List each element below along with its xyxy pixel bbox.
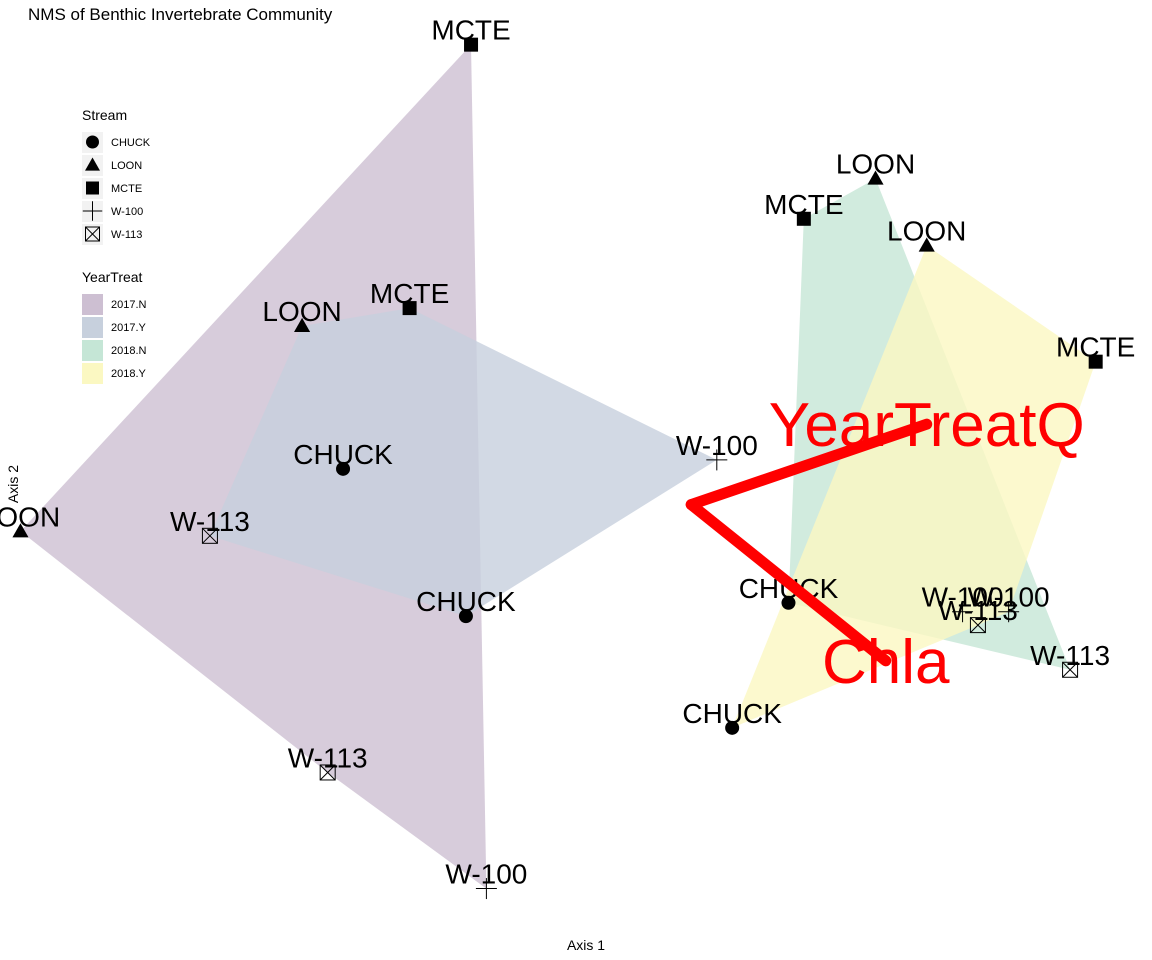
point-chuck-2018-n-12 bbox=[781, 595, 796, 610]
point-label-9: W-100 bbox=[676, 430, 758, 461]
point-label-16: MCTE bbox=[1056, 332, 1135, 363]
point-mcte-2018-y-16 bbox=[1088, 354, 1103, 369]
point-label-4: LOON bbox=[262, 296, 341, 327]
legend-label-mcte: MCTE bbox=[111, 183, 142, 195]
point-label-0: MCTE bbox=[431, 15, 510, 46]
x-axis-title: Axis 1 bbox=[567, 937, 605, 953]
legend-label-loon: LOON bbox=[111, 160, 142, 172]
hull-2017-y bbox=[209, 308, 717, 617]
point-chuck-2017-y-6 bbox=[336, 461, 351, 476]
point-w-100-2017-y-9 bbox=[706, 449, 728, 471]
legend-key-w-113 bbox=[85, 226, 100, 242]
point-label-15: LOON bbox=[887, 216, 966, 247]
point-label-10: LOON bbox=[836, 149, 915, 180]
point-label-19: W-113 bbox=[938, 595, 1018, 626]
legend-swatch-2018-n bbox=[82, 340, 103, 361]
legend-label-2017-n: 2017.N bbox=[111, 299, 147, 311]
point-mcte-2017-n-0 bbox=[464, 37, 479, 52]
legend-key-chuck bbox=[86, 135, 99, 149]
legend-key-w-100 bbox=[82, 201, 103, 221]
point-w-113-2017-y-7 bbox=[201, 527, 218, 544]
vector-label-chla: Chla bbox=[822, 628, 950, 697]
hull-layer bbox=[20, 44, 1096, 889]
point-label-7: W-113 bbox=[170, 506, 250, 537]
point-w-113-2018-y-19 bbox=[969, 617, 986, 634]
point-w-113-2017-n-2 bbox=[319, 764, 336, 781]
legend-label-chuck: CHUCK bbox=[111, 137, 151, 149]
point-mcte-2018-n-11 bbox=[796, 211, 811, 226]
point-w-100-2018-n-13 bbox=[952, 601, 974, 623]
point-layer: MCTELOONW-113W-100LOONMCTECHUCKW-113CHUC… bbox=[0, 15, 1135, 900]
point-label-2: W-113 bbox=[288, 742, 368, 773]
legend-swatch-2018-y bbox=[82, 363, 103, 384]
point-label-5: MCTE bbox=[370, 278, 449, 309]
legend: Stream CHUCK LOON MCTE W-100 W-113 YearTreat 20… bbox=[82, 107, 151, 384]
legend-swatch-2017-n bbox=[82, 294, 103, 315]
legend-label-2018-y: 2018.Y bbox=[111, 368, 147, 380]
point-loon-2017-y-4 bbox=[294, 317, 311, 332]
legend-label-2018-n: 2018.N bbox=[111, 345, 147, 357]
point-label-14: W-113 bbox=[1030, 640, 1110, 671]
point-chuck-2017-y-8 bbox=[458, 609, 473, 624]
legend-title-stream: Stream bbox=[82, 107, 127, 123]
point-label-17: CHUCK bbox=[682, 698, 782, 729]
point-label-11: MCTE bbox=[764, 189, 843, 220]
point-label-8: CHUCK bbox=[416, 586, 516, 617]
y-axis-title: Axis 2 bbox=[5, 465, 21, 503]
vector-chla bbox=[685, 499, 892, 667]
legend-title-yeartreat: YearTreat bbox=[82, 269, 143, 285]
point-w-100-2017-n-3 bbox=[475, 878, 497, 900]
vector-layer: YearTreatQ Chla bbox=[685, 391, 1085, 697]
point-loon-2018-n-10 bbox=[867, 170, 884, 185]
legend-label-w-113: W-113 bbox=[111, 229, 142, 241]
point-label-3: W-100 bbox=[445, 859, 527, 890]
legend-key-loon bbox=[85, 157, 100, 171]
legend-key-mcte bbox=[86, 181, 99, 195]
point-loon-2018-y-15 bbox=[918, 237, 935, 252]
point-label-13: W-100 bbox=[922, 582, 1004, 613]
chart-title: NMS of Benthic Invertebrate Community bbox=[28, 5, 333, 24]
point-label-6: CHUCK bbox=[293, 439, 393, 470]
point-w-113-2018-n-14 bbox=[1062, 661, 1079, 678]
vector-label-yeartreatq: YearTreatQ bbox=[769, 391, 1085, 460]
point-label-1: LOON bbox=[0, 501, 60, 532]
point-loon-2017-n-1 bbox=[12, 523, 29, 538]
vector-yeartreatq bbox=[685, 418, 933, 511]
point-chuck-2018-y-17 bbox=[725, 720, 740, 735]
legend-swatch-2017-y bbox=[82, 317, 103, 338]
point-mcte-2017-y-5 bbox=[402, 301, 417, 316]
point-label-18: W-100 bbox=[968, 582, 1050, 613]
legend-label-w-100: W-100 bbox=[111, 206, 143, 218]
legend-label-2017-y: 2017.Y bbox=[111, 322, 147, 334]
point-w-100-2018-y-18 bbox=[998, 601, 1020, 623]
